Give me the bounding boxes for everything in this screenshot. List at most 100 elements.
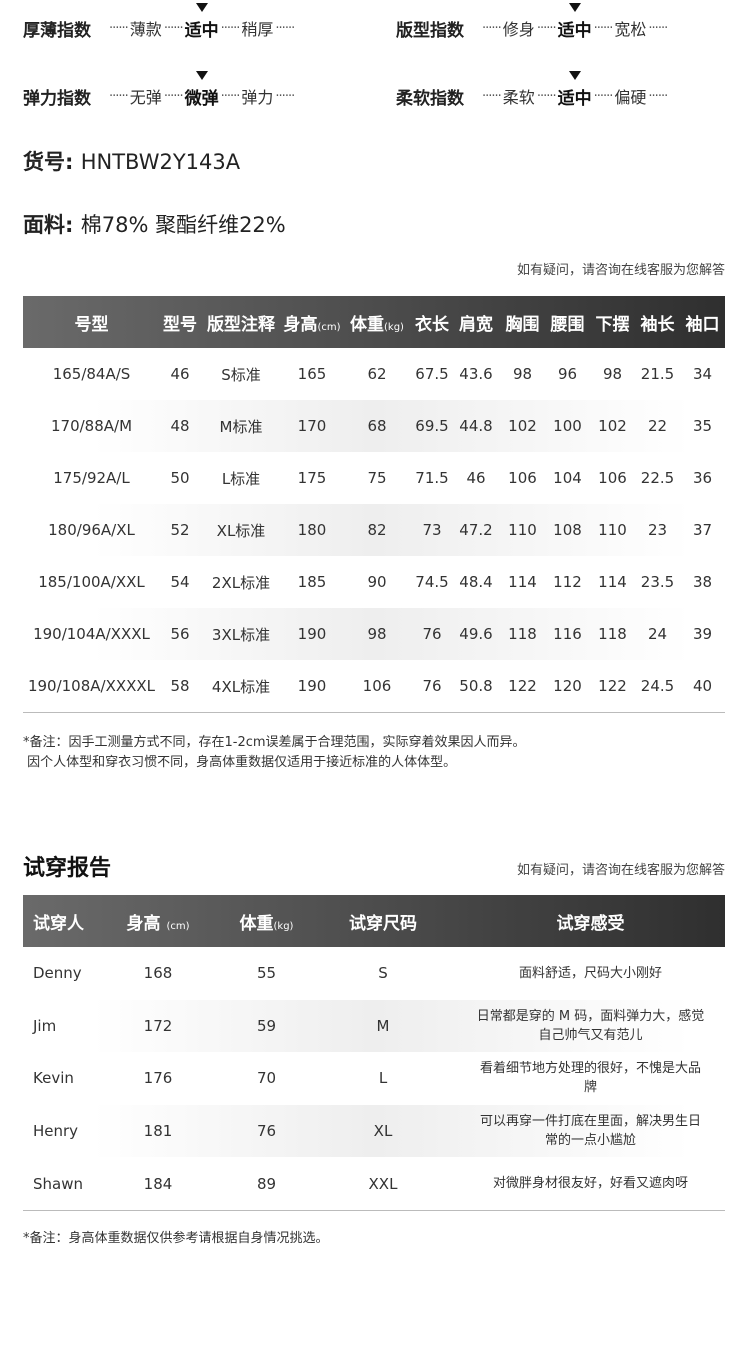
table-cell: 59 (256, 1016, 277, 1035)
index-option: 偏硬 (614, 88, 647, 107)
table-cell: 100 (553, 417, 582, 435)
header-cell: 袖口 (685, 314, 720, 335)
table-cell: 69.5 (415, 417, 449, 435)
table-cell: 168 (143, 964, 173, 983)
table-cell: 46 (466, 469, 486, 487)
table-cell: 175 (297, 469, 327, 487)
trial-table: 试穿人 身高 (cm) 体重(kg) 试穿尺码 试穿感受 Denny 168 55 S… (23, 895, 725, 1211)
header-cell: 试穿感受 (556, 913, 625, 934)
table-cell: 118 (598, 625, 627, 643)
table-cell: L (378, 1069, 388, 1088)
table-row: Jim 172 59 M 日常都是穿的 M 码，面料弹力大，感觉自己帅气又有范儿 (23, 999, 725, 1053)
table-cell: 165 (297, 365, 327, 383)
trial-table-header: 试穿人 身高 (cm) 体重(kg) 试穿尺码 试穿感受 (23, 895, 725, 947)
trial-title: 试穿报告 (23, 856, 112, 881)
table-cell: 58 (170, 677, 190, 695)
index-option: 宽松 (614, 20, 647, 39)
trial-note: *备注：身高体重数据仅供参考请根据自身情况挑选。 (23, 1231, 329, 1246)
index-option: 适中 (557, 88, 592, 109)
table-cell: 106 (362, 677, 392, 695)
table-cell: 37 (692, 521, 713, 539)
header-cell: 身高(cm) (283, 314, 341, 335)
size-table-header: 号型 型号 版型注释 身高(cm) 体重(kg) 衣长 肩宽 胸围 腰围 下摆 … (23, 296, 725, 348)
index-option: 弹力 (241, 88, 274, 107)
table-cell: XL标准 (216, 521, 266, 540)
table-cell: 175/92A/L (53, 469, 130, 487)
table-cell: 可以再穿一件打底在里面，解决男生日常的一点小尴尬 (479, 1114, 701, 1149)
table-cell: 165/84A/S (52, 365, 131, 383)
table-cell: 74.5 (415, 573, 449, 591)
table-cell: 114 (508, 573, 537, 591)
indicator-arrow-icon (195, 2, 208, 12)
index-row: 弹力指数 ······ 无弹 ······ 微弹 ······ 弹力 ······ (23, 84, 296, 109)
index-option: 微弹 (184, 88, 219, 109)
table-cell: 170 (297, 417, 327, 435)
table-row: Henry 181 76 XL 可以再穿一件打底在里面，解决男生日常的一点小尴尬 (23, 1104, 725, 1158)
table-cell: 184 (143, 1174, 173, 1193)
table-cell: 62 (367, 365, 387, 383)
table-cell: 98 (367, 625, 387, 643)
table-row: 165/84A/S 46 S标准 165 62 67.5 43.6 98 96 98 21.5 34 (23, 348, 725, 400)
table-cell: 73 (422, 521, 442, 539)
table-cell: 185/100A/XXL (38, 573, 145, 591)
table-cell: XXL (368, 1174, 398, 1193)
table-row: 180/96A/XL 52 XL标准 180 82 73 47.2 110 108 110 23 37 (23, 504, 725, 556)
table-cell: 70 (256, 1069, 277, 1088)
table-cell: 日常都是穿的 M 码，面料弹力大，感觉自己帅气又有范儿 (476, 1008, 705, 1043)
table-cell: 190/108A/XXXXL (27, 677, 156, 695)
table-row: Shawn 184 89 XXL 对微胖身材很友好，好看又遮肉呀 (23, 1157, 725, 1210)
table-cell: Jim (33, 1016, 57, 1035)
table-row: 185/100A/XXL 54 2XL标准 185 90 74.5 48.4 114 112 11… (23, 556, 725, 608)
table-cell: 190/104A/XXXL (33, 625, 150, 643)
table-cell: 180/96A/XL (48, 521, 135, 539)
table-cell: 23.5 (640, 573, 675, 591)
table-cell: 190 (297, 677, 327, 695)
table-cell: 67.5 (415, 365, 449, 383)
table-cell: 170/88A/M (50, 417, 133, 435)
header-cell: 体重(kg) (350, 314, 404, 335)
table-cell: Shawn (33, 1174, 83, 1193)
index-option: 无弹 (129, 88, 162, 107)
header-cell: 试穿人 (33, 913, 84, 934)
table-cell: 102 (508, 417, 537, 435)
header-cell: 袖长 (640, 314, 675, 335)
header-cell: 衣长 (415, 314, 449, 335)
fabric: 面料: 棉78% 聚酯纤维22% (23, 213, 286, 237)
index-row: 柔软指数 ······ 柔软 ······ 适中 ······ 偏硬 ······ (396, 84, 669, 109)
header-cell: 版型注释 (207, 314, 275, 335)
table-cell: 38 (692, 573, 713, 591)
table-cell: 47.2 (459, 521, 493, 539)
table-cell: 90 (367, 573, 387, 591)
index-option: 薄款 (129, 20, 162, 39)
table-cell: 106 (508, 469, 537, 487)
header-cell: 身高 (cm) (126, 913, 190, 934)
index-label: 版型指数 (396, 20, 464, 41)
table-row: 170/88A/M 48 M标准 170 68 69.5 44.8 102 100 102 22 35 (23, 400, 725, 452)
index-option: 修身 (502, 20, 535, 39)
table-cell: 23 (647, 521, 668, 539)
table-cell: 22 (647, 417, 668, 435)
table-cell: Denny (33, 964, 82, 983)
header-cell: 号型 (74, 314, 109, 335)
header-cell: 肩宽 (459, 314, 493, 335)
table-cell: 110 (508, 521, 537, 539)
header-cell: 体重(kg) (239, 913, 294, 934)
table-cell: 122 (598, 677, 627, 695)
table-cell: 114 (598, 573, 627, 591)
header-cell: 下摆 (595, 314, 630, 335)
table-cell: 2XL标准 (211, 573, 271, 592)
help-hint: 如有疑问，请咨询在线客服为您解答 (516, 263, 725, 278)
table-cell: 76 (422, 677, 442, 695)
sku: 货号: HNTBW2Y143A (23, 150, 241, 174)
table-cell: 75 (367, 469, 387, 487)
table-row: Denny 168 55 S 面料舒适，尺码大小刚好 (23, 947, 725, 1000)
table-cell: 46 (170, 365, 190, 383)
table-cell: S标准 (221, 365, 261, 384)
table-cell: Henry (33, 1122, 79, 1141)
note-line: 因个人体型和穿衣习惯不同，身高体重数据仅适用于接近标准的人体体型。 (23, 755, 457, 770)
table-cell: 48.4 (459, 573, 493, 591)
table-cell: 118 (508, 625, 537, 643)
table-cell: 71.5 (415, 469, 449, 487)
table-cell: 3XL标准 (211, 625, 271, 644)
table-cell: 56 (170, 625, 190, 643)
